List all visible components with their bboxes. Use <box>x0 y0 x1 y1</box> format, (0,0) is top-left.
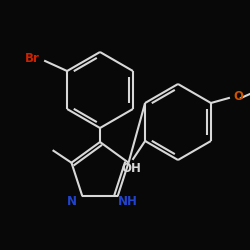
Text: NH: NH <box>118 195 138 208</box>
Text: N: N <box>67 195 77 208</box>
Text: Br: Br <box>25 52 40 66</box>
Text: OH: OH <box>121 162 141 175</box>
Text: O: O <box>233 90 243 102</box>
